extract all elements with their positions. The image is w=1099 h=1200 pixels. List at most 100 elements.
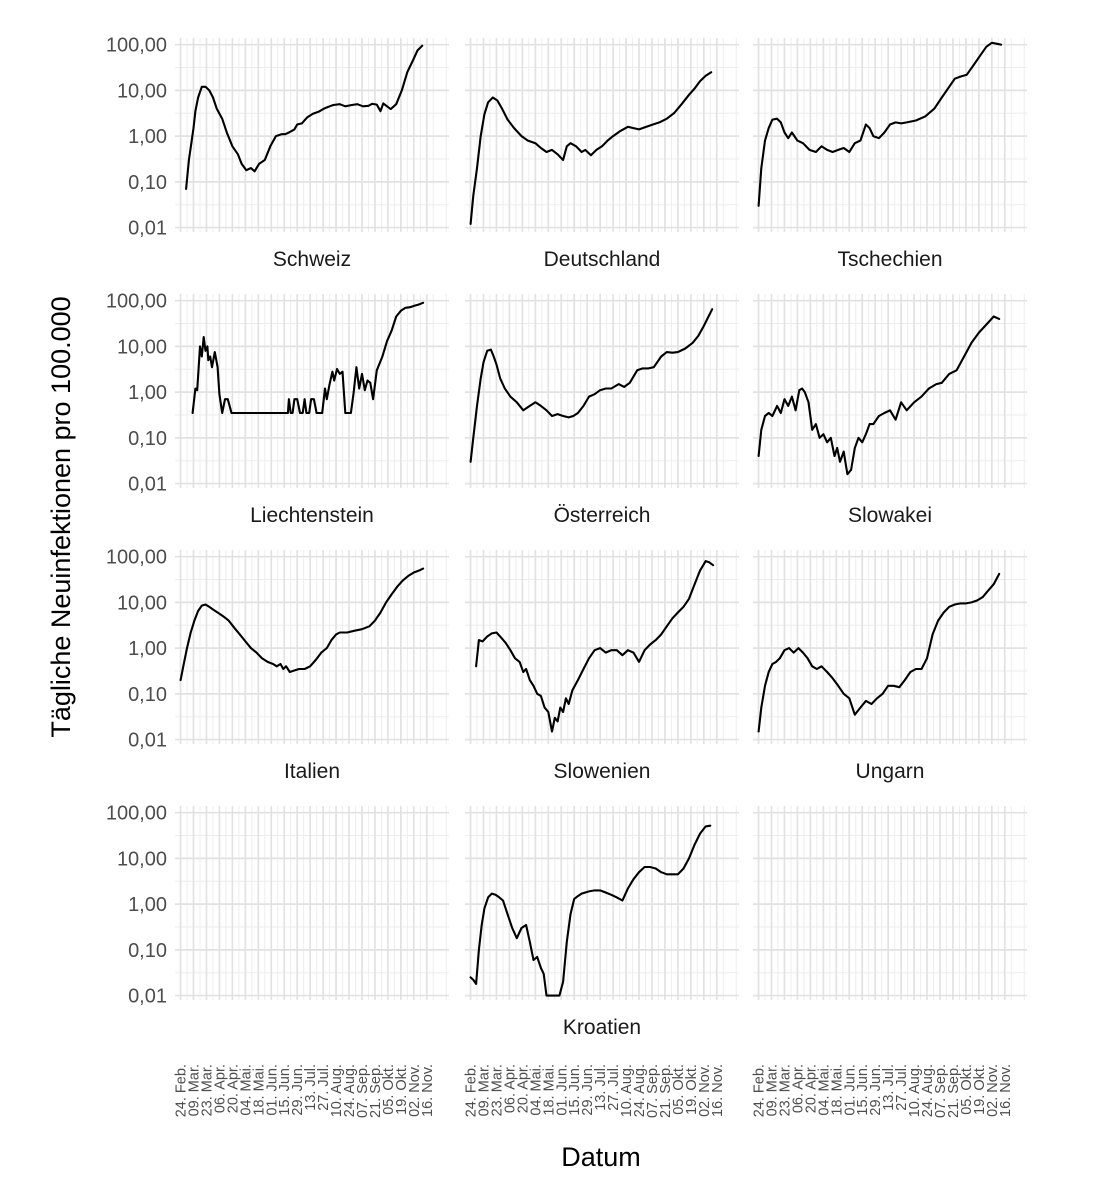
y-tick-label: 0,01 <box>128 474 167 496</box>
x-tick-label: 16. Nov. <box>998 1064 1014 1117</box>
x-tick-label: 29. Jun. <box>580 1064 596 1116</box>
x-tick-label: 04. Mai. <box>238 1064 254 1116</box>
x-axis-ticks-col-2: 24. Feb.09. Mar.23. Mar.06. Apr.20. Apr.… <box>464 1064 726 1118</box>
panel-empty-10: 0,01 0,10 1,00 10,00 100,00 <box>106 803 449 1008</box>
x-tick-label: 23. Mar. <box>490 1064 506 1116</box>
x-tick-label: 02. Nov. <box>407 1064 423 1117</box>
series-line-kroatien <box>469 824 712 997</box>
x-tick-label: 09. Mar. <box>477 1064 493 1116</box>
y-tick-label: 0,01 <box>128 986 167 1008</box>
x-tick-label: 29. Jun. <box>868 1064 884 1116</box>
y-tick-label: 0,10 <box>128 172 167 194</box>
x-tick-label: 18. Mai. <box>541 1064 557 1116</box>
x-tick-label: 19. Okt. <box>394 1064 410 1115</box>
x-tick-label: 23. Mar. <box>200 1064 216 1116</box>
x-tick-label: 02. Nov. <box>697 1064 713 1117</box>
x-tick-label: 09. Mar. <box>187 1064 203 1116</box>
y-tick-label: 0,10 <box>128 940 167 962</box>
x-tick-label: 15. Jun. <box>277 1064 293 1116</box>
y-tick-label: 10,00 <box>117 80 167 102</box>
x-tick-label: 24. Feb. <box>752 1064 768 1117</box>
y-tick-label: 100,00 <box>106 547 167 569</box>
x-tick-label: 10. Aug. <box>907 1064 923 1117</box>
facet-label-oesterreich: Österreich <box>554 504 651 527</box>
panel-slowakei: Slowakei <box>753 294 1027 527</box>
x-tick-label: 24. Aug. <box>342 1064 358 1117</box>
x-axis-ticks-col-3: 24. Feb.09. Mar.23. Mar.06. Apr.20. Apr.… <box>752 1064 1014 1118</box>
x-tick-label: 13. Jul. <box>881 1064 897 1111</box>
panel-tschechien: Tschechien <box>753 38 1027 271</box>
x-tick-label: 13. Jul. <box>303 1064 319 1111</box>
series-line-oesterreich <box>469 308 714 463</box>
panel-schweiz: 0,01 0,10 1,00 10,00 100,00 Schweiz <box>106 35 449 271</box>
x-tick-label: 04. Mai. <box>528 1064 544 1116</box>
y-tick-label: 100,00 <box>106 291 167 313</box>
y-tick-label: 0,10 <box>128 684 167 706</box>
x-tick-label: 05. Okt. <box>671 1064 687 1115</box>
x-tick-label: 24. Aug. <box>920 1064 936 1117</box>
panel-empty-12 <box>753 806 1027 1000</box>
panel-deutschland: Deutschland <box>465 38 739 271</box>
x-tick-label: 20. Apr. <box>515 1064 531 1113</box>
x-tick-label: 09. Mar. <box>765 1064 781 1116</box>
facet-label-ungarn: Ungarn <box>856 760 925 783</box>
y-tick-label: 10,00 <box>117 592 167 614</box>
panel-italien: 0,01 0,10 1,00 10,00 100,00 Italien <box>106 547 449 783</box>
x-tick-label: 29. Jun. <box>290 1064 306 1116</box>
facet-label-tschechien: Tschechien <box>837 248 942 271</box>
x-tick-label: 20. Apr. <box>803 1064 819 1113</box>
x-tick-label: 07. Sep. <box>933 1064 949 1118</box>
series-line-tschechien <box>757 41 1003 207</box>
x-tick-label: 18. Mai. <box>251 1064 267 1116</box>
y-tick-label: 0,10 <box>128 428 167 450</box>
x-tick-label: 20. Apr. <box>225 1064 241 1113</box>
x-axis-ticks-col-1: 24. Feb.09. Mar.23. Mar.06. Apr.20. Apr.… <box>174 1064 436 1118</box>
x-tick-label: 24. Aug. <box>632 1064 648 1117</box>
x-tick-label: 24. Feb. <box>464 1064 480 1117</box>
y-tick-label: 10,00 <box>117 848 167 870</box>
series-line-italien <box>179 567 425 682</box>
panel-oesterreich: Österreich <box>465 294 739 527</box>
y-tick-label: 0,01 <box>128 218 167 240</box>
x-tick-label: 15. Jun. <box>567 1064 583 1116</box>
x-tick-label: 15. Jun. <box>855 1064 871 1116</box>
facet-label-italien: Italien <box>284 760 340 783</box>
facet-label-schweiz: Schweiz <box>273 248 351 271</box>
x-tick-label: 04. Mai. <box>816 1064 832 1116</box>
y-tick-label: 100,00 <box>106 803 167 825</box>
panel-liechtenstein: 0,01 0,10 1,00 10,00 100,00 Liechtenstein <box>106 291 449 527</box>
x-tick-label: 16. Nov. <box>710 1064 726 1117</box>
series-line-schweiz <box>185 44 424 190</box>
panel-ungarn: Ungarn <box>753 550 1027 783</box>
y-tick-label: 1,00 <box>128 894 167 916</box>
x-tick-label: 21. Sep. <box>368 1064 384 1118</box>
facet-label-slowenien: Slowenien <box>554 760 651 783</box>
y-tick-label: 100,00 <box>106 35 167 57</box>
y-tick-label: 0,01 <box>128 730 167 752</box>
x-tick-label: 07. Sep. <box>355 1064 371 1118</box>
x-tick-label: 05. Okt. <box>381 1064 397 1115</box>
y-tick-label: 10,00 <box>117 336 167 358</box>
x-tick-label: 18. Mai. <box>829 1064 845 1116</box>
series-line-deutschland <box>469 71 713 225</box>
x-tick-label: 01. Jun. <box>842 1064 858 1116</box>
x-tick-label: 19. Okt. <box>972 1064 988 1115</box>
panel-kroatien: Kroatien <box>465 806 739 1039</box>
x-tick-label: 27. Jul. <box>606 1064 622 1111</box>
x-tick-label: 27. Jul. <box>894 1064 910 1111</box>
series-line-ungarn <box>757 572 1001 733</box>
facet-label-deutschland: Deutschland <box>544 248 661 271</box>
y-tick-label: 1,00 <box>128 382 167 404</box>
x-tick-label: 19. Okt. <box>684 1064 700 1115</box>
y-tick-label: 1,00 <box>128 638 167 660</box>
series-line-slowakei <box>757 315 1001 476</box>
x-axis-title: Datum <box>561 1142 641 1172</box>
x-tick-label: 02. Nov. <box>985 1064 1001 1117</box>
x-tick-label: 10. Aug. <box>329 1064 345 1117</box>
x-tick-label: 23. Mar. <box>778 1064 794 1116</box>
x-tick-label: 13. Jul. <box>593 1064 609 1111</box>
x-tick-label: 01. Jun. <box>264 1064 280 1116</box>
series-line-liechtenstein <box>191 301 425 415</box>
panel-slowenien: Slowenien <box>465 550 739 783</box>
